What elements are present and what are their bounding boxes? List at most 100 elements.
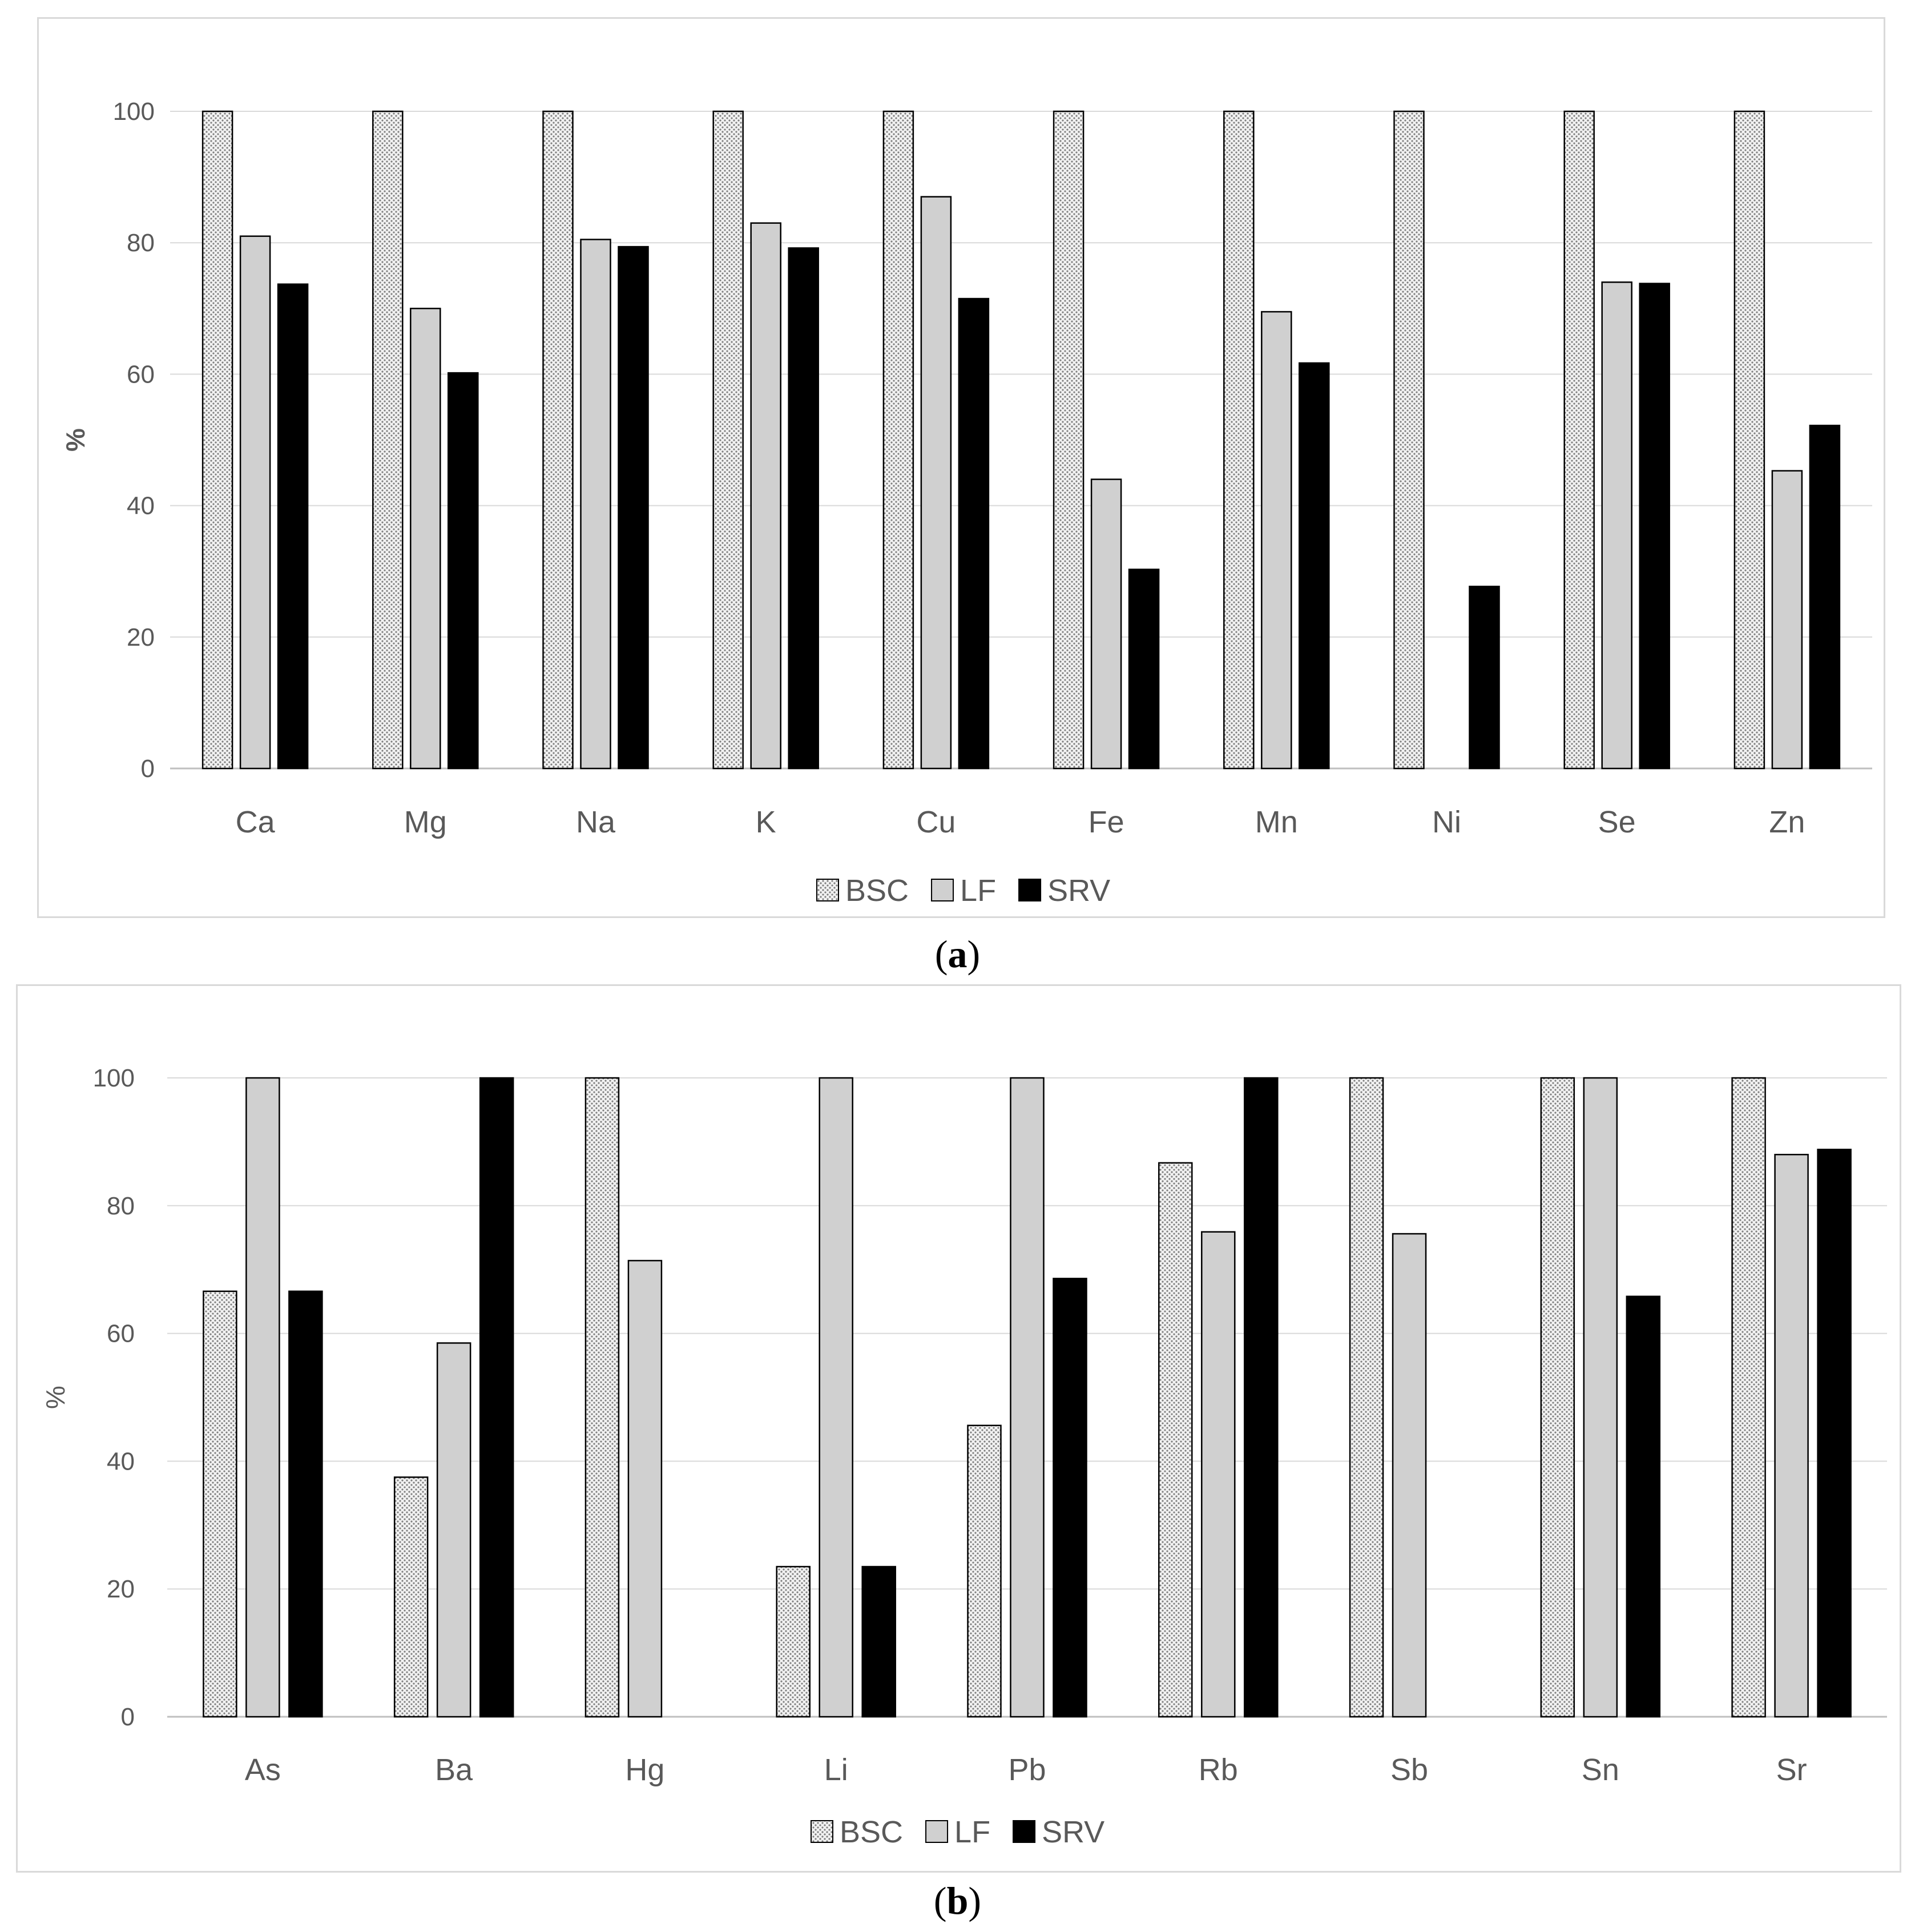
legend-label-lf: LF xyxy=(960,874,996,908)
bar-bsc-mn xyxy=(1223,110,1255,770)
legend-label-bsc: BSC xyxy=(840,1815,903,1849)
chart-panel-b: 0 20 40 60 80 100% As Ba Hg Li Pb Rb Sb Sn Sr BSC LF SRV xyxy=(16,984,1901,1873)
x-tick-label: Sn xyxy=(1582,1753,1619,1787)
y-axis-label: % xyxy=(41,1386,70,1409)
legend-label-srv: SRV xyxy=(1042,1815,1104,1849)
bar-bsc-k xyxy=(712,110,744,770)
legend-label-bsc: BSC xyxy=(845,874,909,908)
bar-lf-mg xyxy=(410,308,441,770)
x-tick-label: Sr xyxy=(1776,1753,1807,1787)
bar-lf-as xyxy=(245,1077,280,1718)
y-tick-label: 100 xyxy=(93,1064,135,1092)
bar-bsc-as xyxy=(203,1290,237,1718)
bar-srv-k xyxy=(788,247,819,770)
bar-srv-li xyxy=(861,1565,896,1718)
bar-srv-mg xyxy=(447,372,479,770)
bar-lf-mn xyxy=(1261,311,1292,770)
bar-bsc-fe xyxy=(1053,110,1085,770)
x-tick-label: Ca xyxy=(236,805,276,839)
bar-srv-pb xyxy=(1053,1278,1087,1718)
chart-panel-a: 0 20 40 60 80 100% Ca Mg Na K Cu Fe Mn Ni Se Zn BSC LF SRV xyxy=(37,17,1885,918)
bar-bsc-na xyxy=(542,110,574,770)
x-tick-label: Mg xyxy=(404,805,447,839)
bar-lf-zn xyxy=(1771,470,1803,770)
bar-bsc-li xyxy=(776,1565,811,1718)
bar-bsc-ni xyxy=(1393,110,1425,770)
chart-b: 0 20 40 60 80 100% As Ba Hg Li Pb Rb Sb Sn Sr BSC LF SRV xyxy=(41,1064,1887,1849)
bar-srv-rb xyxy=(1244,1077,1279,1718)
x-tick-label: Ni xyxy=(1432,805,1461,839)
bar-bsc-cu xyxy=(882,110,914,770)
bar-lf-sr xyxy=(1774,1154,1809,1718)
bar-lf-na xyxy=(580,239,611,770)
legend-swatch-srv xyxy=(1018,879,1042,901)
bar-srv-fe xyxy=(1128,568,1160,770)
x-tick-label: Li xyxy=(824,1753,848,1787)
x-tick-label: Hg xyxy=(625,1753,664,1787)
bar-lf-fe xyxy=(1090,478,1122,770)
x-tick-label: Fe xyxy=(1088,805,1124,839)
bar-bsc-ba xyxy=(393,1476,429,1718)
bar-lf-ca xyxy=(239,235,271,770)
x-tick-label: Ba xyxy=(435,1753,473,1787)
bar-srv-as xyxy=(288,1290,323,1718)
bar-lf-pb xyxy=(1010,1077,1045,1718)
x-tick-label: As xyxy=(245,1753,281,1787)
bar-lf-se xyxy=(1601,281,1632,770)
bar-bsc-zn xyxy=(1733,110,1765,770)
y-tick-label: 40 xyxy=(107,1447,135,1475)
y-tick-label: 80 xyxy=(127,229,155,257)
bar-lf-li xyxy=(819,1077,853,1718)
bar-srv-ba xyxy=(479,1077,514,1718)
bar-lf-rb xyxy=(1201,1231,1236,1718)
bar-bsc-hg xyxy=(584,1077,620,1718)
bar-bsc-rb xyxy=(1158,1162,1193,1718)
caption-b-label: b xyxy=(946,1879,969,1922)
legend-swatch-lf xyxy=(925,1820,949,1843)
legend-swatch-bsc xyxy=(811,1820,833,1843)
bar-srv-na xyxy=(618,245,649,770)
y-tick-label: 0 xyxy=(121,1703,135,1731)
legend-swatch-srv xyxy=(1013,1820,1036,1843)
bar-srv-cu xyxy=(958,297,990,770)
x-tick-label: K xyxy=(756,805,776,839)
y-tick-label: 40 xyxy=(127,492,155,520)
legend-swatch-lf xyxy=(931,879,954,901)
bar-srv-se xyxy=(1639,283,1670,770)
bar-bsc-sb xyxy=(1349,1077,1384,1718)
bar-srv-sn xyxy=(1626,1295,1661,1718)
y-tick-label: 60 xyxy=(107,1320,135,1348)
bar-bsc-sn xyxy=(1540,1077,1575,1718)
bar-srv-sr xyxy=(1817,1149,1852,1718)
bar-bsc-ca xyxy=(201,110,233,770)
bar-bsc-se xyxy=(1563,110,1595,770)
x-tick-label: Pb xyxy=(1008,1753,1046,1787)
x-tick-label: Na xyxy=(576,805,616,839)
bar-bsc-mg xyxy=(372,110,404,770)
bar-srv-mn xyxy=(1299,362,1330,770)
legend-swatch-bsc xyxy=(816,879,839,901)
bar-srv-zn xyxy=(1809,424,1841,770)
y-tick-label: 100 xyxy=(113,98,155,126)
x-tick-label: Sb xyxy=(1390,1753,1428,1787)
y-tick-label: 60 xyxy=(127,360,155,388)
legend-label-srv: SRV xyxy=(1047,874,1110,908)
caption-a-label: a xyxy=(948,932,967,976)
bar-lf-cu xyxy=(920,196,952,770)
legend-label-lf: LF xyxy=(954,1815,990,1849)
bar-srv-ca xyxy=(277,283,309,770)
caption-a: (a) xyxy=(934,932,981,976)
y-tick-label: 20 xyxy=(107,1575,135,1603)
y-tick-label: 80 xyxy=(107,1192,135,1220)
x-tick-label: Mn xyxy=(1255,805,1298,839)
y-tick-label: 0 xyxy=(141,755,155,783)
bar-lf-ba xyxy=(436,1342,471,1718)
bar-bsc-pb xyxy=(967,1424,1002,1718)
bar-lf-k xyxy=(750,222,781,770)
bar-lf-sn xyxy=(1583,1077,1618,1718)
y-axis-label: % xyxy=(61,428,90,452)
chart-a: 0 20 40 60 80 100% Ca Mg Na K Cu Fe Mn Ni Se Zn BSC LF SRV xyxy=(61,98,1872,908)
caption-b: (b) xyxy=(933,1879,982,1922)
y-tick-label: 20 xyxy=(127,623,155,651)
x-tick-label: Zn xyxy=(1769,805,1805,839)
